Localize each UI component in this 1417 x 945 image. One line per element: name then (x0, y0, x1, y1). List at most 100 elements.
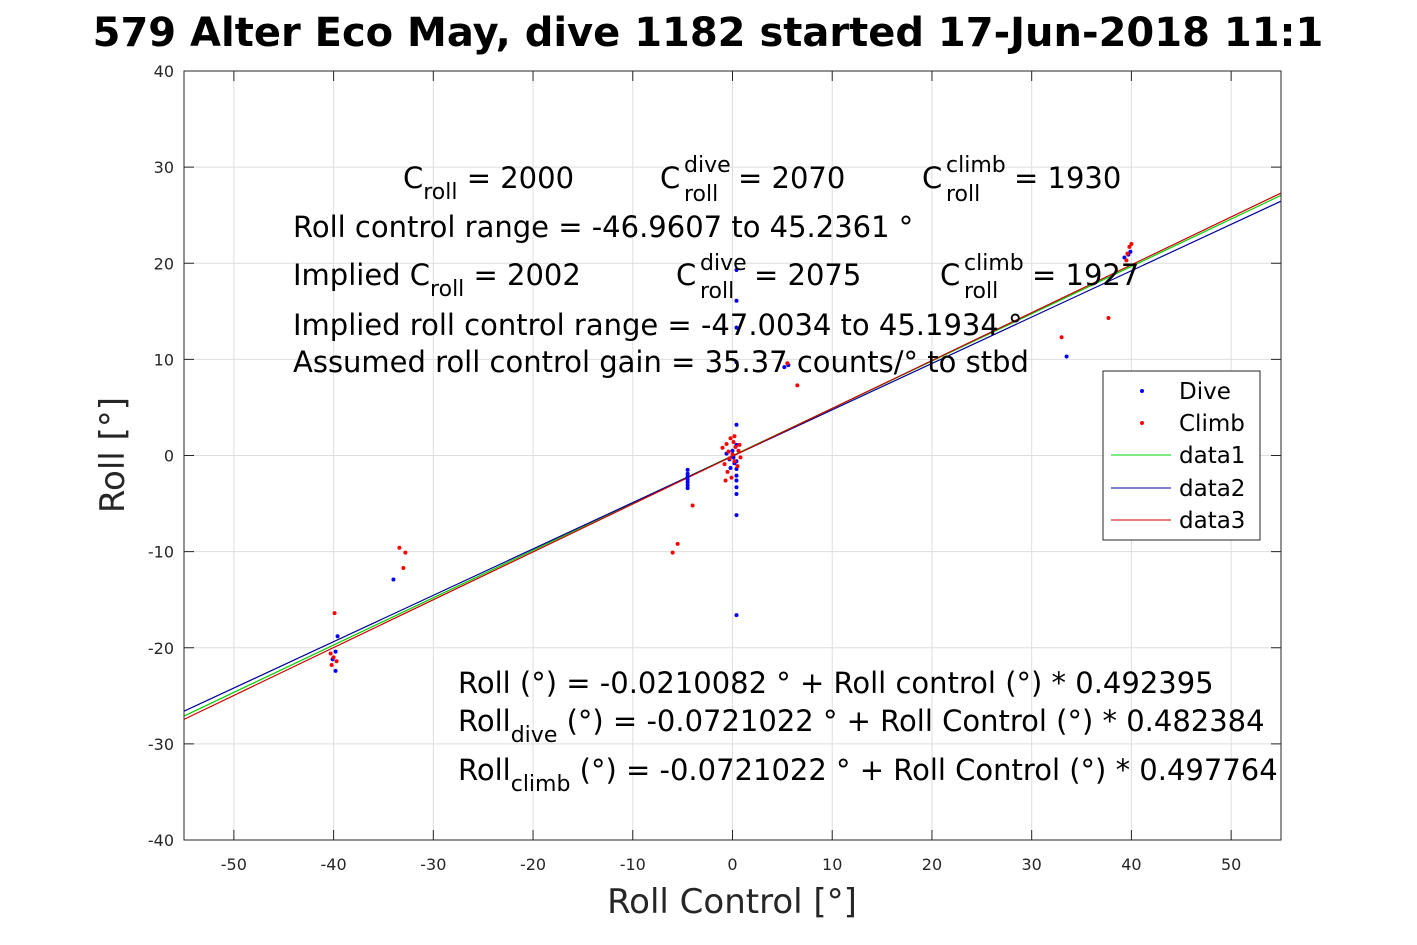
data-point-climb (738, 455, 743, 460)
data-point-climb (736, 448, 741, 453)
data-point-climb (1124, 258, 1129, 263)
legend-label-data3: data3 (1179, 508, 1245, 534)
data-point-dive (685, 483, 690, 488)
data-point-climb (675, 541, 680, 546)
x-axis-ticks: -50 -40 -30 -20 -10 0 10 20 30 40 50 (221, 71, 1241, 874)
data-point-climb (331, 655, 336, 660)
data-point-climb (670, 550, 675, 555)
y-tick-label: 20 (154, 254, 174, 273)
data-point-climb (728, 436, 733, 441)
data-point-dive (685, 486, 690, 491)
x-tick-label: -30 (420, 855, 446, 874)
data-point-dive (734, 485, 739, 490)
legend-marker-climb (1140, 421, 1144, 425)
data-point-climb (795, 383, 800, 388)
data-points (328, 242, 1134, 673)
x-tick-label: 40 (1121, 855, 1141, 874)
data-point-climb (730, 452, 735, 457)
c-dive-sup: dive (684, 153, 731, 178)
data-point-dive (734, 422, 739, 427)
x-tick-label: 50 (1221, 855, 1241, 874)
data-point-climb (1106, 316, 1111, 321)
legend-marker-dive (1140, 389, 1144, 393)
y-axis-ticks: -40 -30 -20 -10 0 10 20 30 40 (148, 62, 1281, 850)
data-point-climb (726, 449, 731, 454)
data-point-dive (734, 613, 739, 618)
c-roll-annotation: Croll = 2000 (403, 161, 574, 205)
y-tick-label: 40 (154, 62, 174, 81)
data-point-dive (1064, 354, 1069, 359)
data-point-climb (1125, 251, 1130, 256)
data-point-dive (685, 474, 690, 479)
y-axis-label: Roll [°] (93, 397, 133, 513)
data-point-dive (333, 649, 338, 654)
data-point-dive (728, 465, 733, 470)
data-point-climb (1127, 244, 1132, 249)
data-point-dive (782, 365, 787, 370)
data-point-dive (685, 480, 690, 485)
data-point-dive (1128, 249, 1133, 254)
data-point-dive (685, 467, 690, 472)
data-point-climb (401, 565, 406, 570)
data-point-climb (727, 456, 732, 461)
x-tick-label: -40 (321, 855, 347, 874)
implied-c-climb-sub: roll (964, 279, 998, 304)
implied-c-dive-value: = 2075 (754, 258, 861, 292)
data-point-climb (329, 663, 334, 668)
x-tick-label: -20 (520, 855, 546, 874)
fit-dive-equation: Rolldive (°) = -0.0721022 ° + Roll Contr… (458, 704, 1265, 748)
data-point-dive (730, 448, 735, 453)
legend-label-climb: Climb (1179, 411, 1245, 437)
data-point-dive (734, 360, 739, 365)
legend-label-dive: Dive (1179, 379, 1231, 405)
data-point-dive (734, 325, 739, 330)
implied-c-dive: C (676, 258, 696, 292)
y-tick-label: -40 (148, 831, 174, 850)
data-point-climb (733, 444, 738, 449)
implied-c-climb-sup: climb (964, 251, 1024, 276)
data-point-climb (397, 545, 402, 550)
c-dive-value: = 2070 (738, 161, 845, 195)
data-point-dive (685, 477, 690, 482)
c-dive-annotation: C (660, 161, 680, 195)
data-point-dive (734, 513, 739, 518)
data-point-climb (1059, 335, 1064, 340)
x-tick-label: 20 (922, 855, 942, 874)
y-tick-label: 0 (164, 447, 174, 466)
data-point-climb (1129, 242, 1134, 247)
data-point-climb (403, 550, 408, 555)
data-point-dive (734, 298, 739, 303)
data-point-climb (725, 469, 730, 474)
c-climb-sup: climb (946, 153, 1006, 178)
implied-roll-control-range: Implied roll control range = -47.0034 to… (293, 308, 1023, 342)
data-point-climb (690, 503, 695, 508)
y-tick-label: -20 (148, 639, 174, 658)
fit-climb-equation: Rollclimb (°) = -0.0721022 ° + Roll Cont… (458, 753, 1278, 797)
data-point-climb (732, 459, 737, 464)
data-point-dive (333, 668, 338, 673)
c-dive-sub: roll (684, 182, 718, 207)
data-point-climb (332, 611, 337, 616)
data-point-climb (732, 434, 737, 439)
roll-control-range: Roll control range = -46.9607 to 45.2361… (293, 210, 913, 244)
c-climb-value: = 1930 (1014, 161, 1121, 195)
data-point-dive (335, 634, 340, 639)
data-point-dive (391, 577, 396, 582)
y-tick-label: -30 (148, 735, 174, 754)
data-point-climb (785, 361, 790, 366)
data-point-dive (734, 478, 739, 483)
data-point-climb (328, 651, 333, 656)
data-point-dive (685, 471, 690, 476)
implied-c-climb-value: = 1927 (1032, 258, 1139, 292)
data-point-climb (724, 441, 729, 446)
x-tick-label: -10 (620, 855, 646, 874)
legend-label-data2: data2 (1179, 476, 1245, 502)
implied-c-dive-sub: roll (700, 279, 734, 304)
x-axis-label: Roll Control [°] (607, 882, 857, 922)
data-point-dive (734, 473, 739, 478)
annotations: Croll = 2000 C dive roll = 2070 C climb … (293, 153, 1278, 797)
implied-c-climb: C (940, 258, 960, 292)
data-point-climb (731, 440, 736, 445)
x-tick-label: 0 (727, 855, 737, 874)
